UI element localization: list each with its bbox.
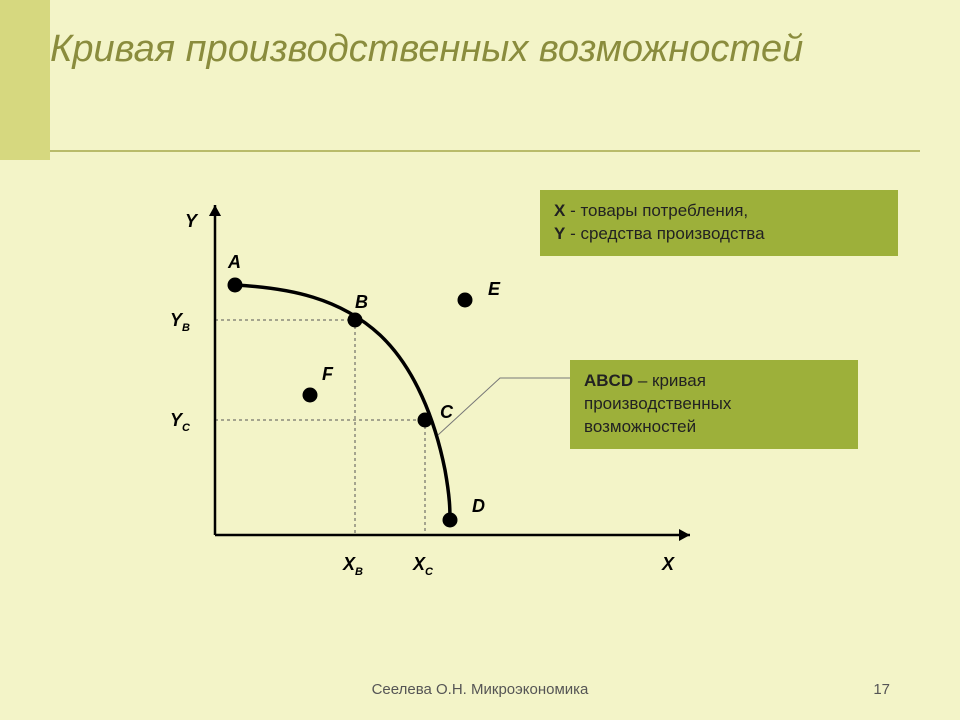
slide-title: Кривая производственных возможностей	[50, 26, 803, 74]
svg-text:YC: YC	[170, 410, 191, 434]
svg-text:B: B	[355, 292, 368, 312]
title-accent-bar	[0, 0, 50, 160]
ppf-chart: A B C D E F X Y YB YC XB XC	[130, 200, 690, 600]
svg-text:Y: Y	[185, 211, 199, 231]
page-number: 17	[873, 681, 890, 698]
svg-text:F: F	[322, 364, 334, 384]
footer-author: Сеелева О.Н. Микроэкономика	[0, 681, 960, 698]
svg-text:A: A	[227, 252, 241, 272]
svg-text:XB: XB	[342, 554, 363, 578]
svg-text:C: C	[440, 402, 454, 422]
svg-text:X: X	[661, 554, 675, 574]
svg-text:D: D	[472, 496, 485, 516]
svg-text:YB: YB	[170, 310, 190, 334]
svg-text:E: E	[488, 279, 501, 299]
svg-text:XC: XC	[412, 554, 434, 578]
title-underline	[50, 150, 920, 152]
